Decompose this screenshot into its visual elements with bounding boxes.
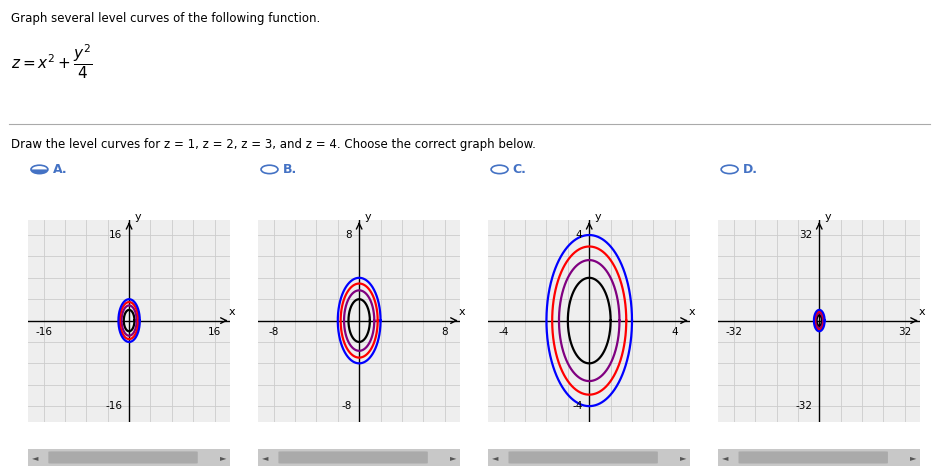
FancyBboxPatch shape	[739, 452, 888, 463]
Text: -4: -4	[499, 327, 509, 336]
Text: ◄: ◄	[262, 453, 269, 462]
Text: -8: -8	[342, 401, 352, 411]
Text: 16: 16	[109, 230, 122, 240]
Text: -32: -32	[725, 327, 742, 336]
Text: 4: 4	[576, 230, 582, 240]
FancyBboxPatch shape	[49, 452, 198, 463]
Text: y: y	[134, 212, 141, 222]
Text: -8: -8	[269, 327, 279, 336]
Text: 8: 8	[346, 230, 352, 240]
FancyBboxPatch shape	[279, 452, 428, 463]
Text: ►: ►	[220, 453, 226, 462]
Text: 32: 32	[899, 327, 912, 336]
Text: -4: -4	[572, 401, 582, 411]
Text: x: x	[689, 307, 696, 317]
Text: Draw the level curves for z = 1, z = 2, z = 3, and z = 4. Choose the correct gra: Draw the level curves for z = 1, z = 2, …	[11, 138, 536, 151]
Text: ◄: ◄	[492, 453, 499, 462]
Text: D.: D.	[743, 163, 758, 176]
Text: 8: 8	[441, 327, 448, 336]
FancyBboxPatch shape	[509, 452, 658, 463]
Text: -16: -16	[105, 401, 122, 411]
Text: $z = x^2 + \dfrac{y^2}{4}$: $z = x^2 + \dfrac{y^2}{4}$	[11, 42, 93, 80]
Text: x: x	[919, 307, 926, 317]
Text: Graph several level curves of the following function.: Graph several level curves of the follow…	[11, 12, 320, 25]
Text: -32: -32	[795, 401, 812, 411]
Text: B.: B.	[283, 163, 297, 176]
Text: 4: 4	[671, 327, 678, 336]
Text: ◄: ◄	[722, 453, 729, 462]
Text: A.: A.	[53, 163, 68, 176]
Text: ◄: ◄	[32, 453, 38, 462]
Text: ►: ►	[910, 453, 916, 462]
Text: 16: 16	[208, 327, 222, 336]
Text: C.: C.	[513, 163, 527, 176]
Text: x: x	[229, 307, 236, 317]
Text: y: y	[364, 212, 371, 222]
Text: ►: ►	[680, 453, 686, 462]
Text: ►: ►	[450, 453, 456, 462]
Text: x: x	[459, 307, 466, 317]
Text: -16: -16	[35, 327, 52, 336]
Text: y: y	[594, 212, 601, 222]
Text: y: y	[824, 212, 831, 222]
Text: 32: 32	[799, 230, 812, 240]
